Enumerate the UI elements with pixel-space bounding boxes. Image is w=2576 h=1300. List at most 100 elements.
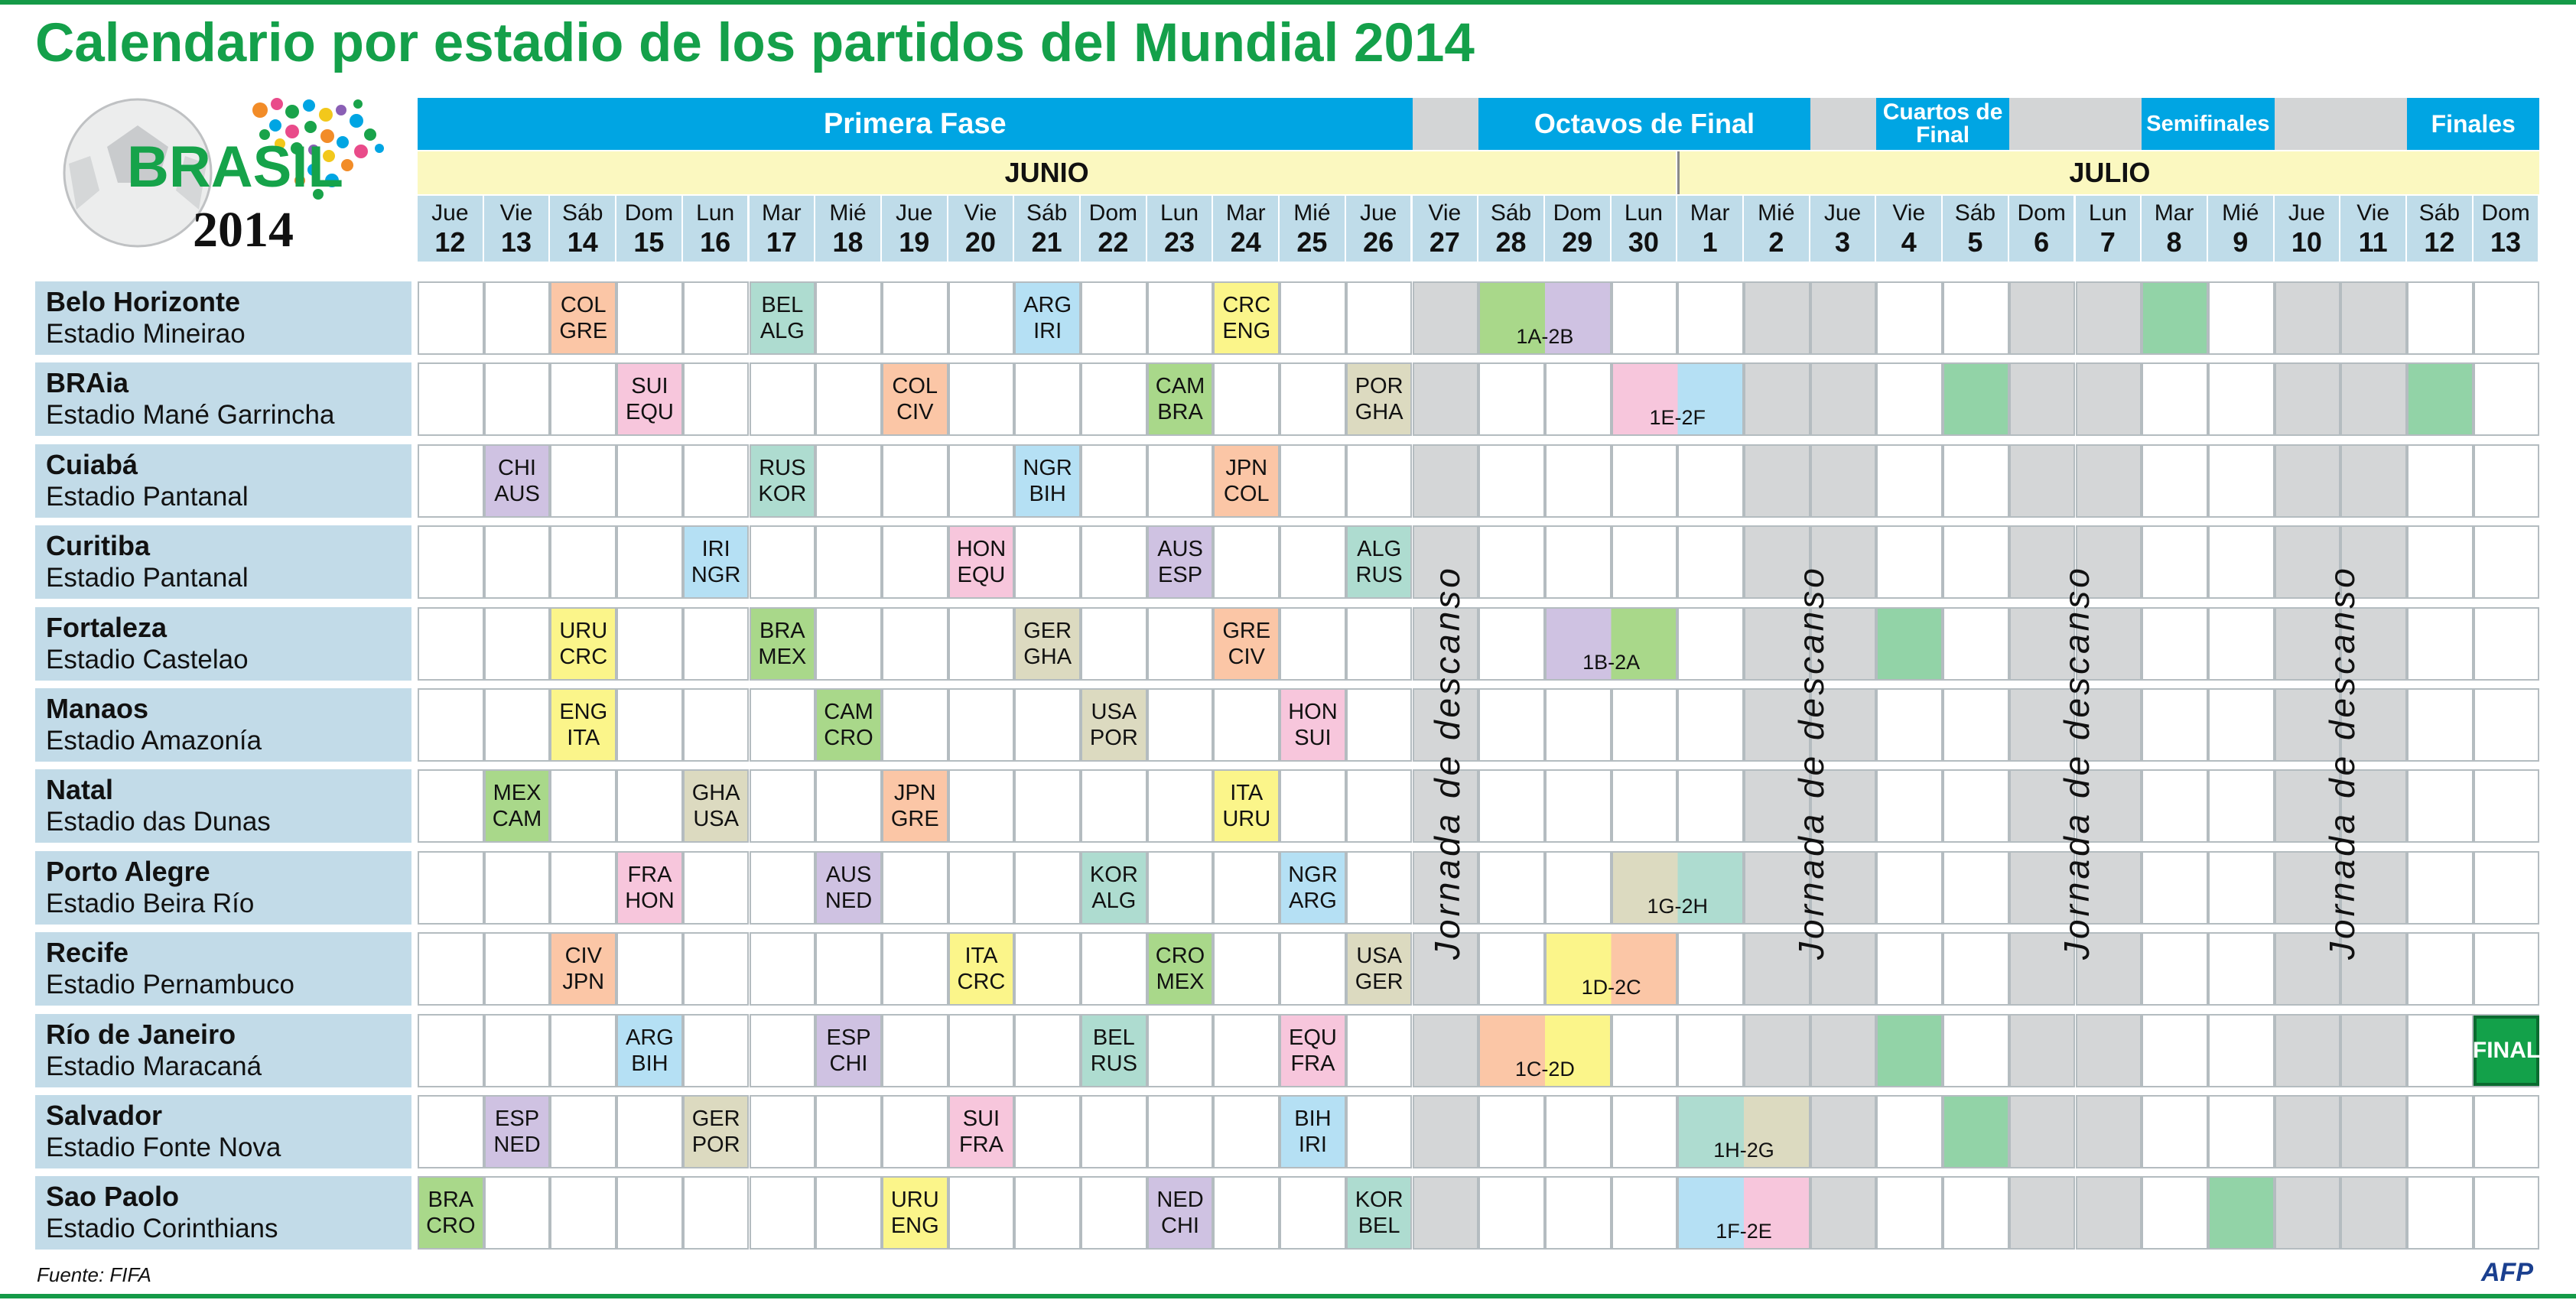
day-name: Mar (2154, 200, 2194, 226)
day-number: 10 (2291, 226, 2322, 258)
day-cell (2407, 769, 2474, 843)
day-cell (483, 1176, 551, 1250)
day-cell (483, 932, 551, 1006)
day-cell (1810, 606, 1877, 681)
day-header: Sáb 5 (1943, 196, 2009, 262)
day-cell (1810, 1013, 1877, 1087)
confetti-map-icon (252, 98, 384, 200)
match-cell: ALG RUS (1345, 525, 1413, 600)
team-code: MEX (1156, 970, 1205, 995)
team-code: FRA (627, 862, 672, 887)
match-cell: IRI NGR (682, 525, 750, 600)
day-cell (1544, 525, 1612, 600)
day-cell (550, 444, 617, 518)
day-cell (2473, 1095, 2540, 1168)
venue-label: Cuiabá Estadio Pantanal (35, 444, 411, 518)
day-cell (1280, 932, 1346, 1006)
day-cell (1478, 362, 1545, 437)
day-cell (1677, 688, 1744, 762)
day-cell (550, 1176, 617, 1250)
day-cell (550, 1095, 617, 1168)
day-cell (1544, 688, 1612, 762)
venue-label: Recife Estadio Pernambuco (35, 932, 411, 1006)
day-name: Mié (829, 200, 867, 226)
team-code: HON (625, 888, 675, 913)
day-cell (2142, 1095, 2208, 1168)
match-cell: ARG IRI (1014, 281, 1081, 355)
team-code: MEX (493, 781, 542, 806)
match-cell: CAM BRA (1147, 362, 1214, 437)
day-cell (1876, 281, 1943, 355)
day-cell (815, 606, 882, 681)
team-code: SUI (1294, 726, 1332, 750)
round16-slot: 1B-2A (1544, 606, 1678, 681)
day-cell (2407, 688, 2474, 762)
day-cell (2340, 932, 2407, 1006)
team-code: RUS (759, 455, 806, 480)
match-cell: CIV JPN (550, 932, 617, 1006)
round16-slot: 1E-2F (1611, 362, 1744, 437)
team-code: CAM (492, 807, 542, 832)
day-cell (2008, 444, 2076, 518)
day-cell (483, 1013, 551, 1087)
day-header: Jue 10 (2274, 196, 2341, 262)
day-cell (749, 1095, 816, 1168)
match-cell: CAM CRO (815, 688, 882, 762)
day-number: 24 (1230, 226, 1261, 258)
day-cell (2008, 688, 2076, 762)
day-cell (418, 281, 484, 355)
bottom-green-rule (0, 1294, 2576, 1298)
day-cell (1611, 688, 1678, 762)
day-cell (1876, 1176, 1943, 1250)
day-number: 9 (2233, 226, 2249, 258)
day-cell (2142, 932, 2208, 1006)
day-cell (2340, 1176, 2407, 1250)
team-code: URU (890, 1188, 939, 1213)
day-cell (815, 281, 882, 355)
day-cell (1876, 362, 1943, 437)
match-cell: GER GHA (1014, 606, 1081, 681)
day-cell (616, 444, 683, 518)
team-code: FRA (958, 1133, 1003, 1157)
day-cell (2473, 850, 2540, 925)
day-cell (418, 362, 484, 437)
day-cell (948, 688, 1015, 762)
team-code: BEL (1358, 1214, 1400, 1239)
day-cell (1810, 1176, 1877, 1250)
day-cell (1810, 281, 1877, 355)
day-number: 30 (1628, 226, 1659, 258)
day-number: 15 (633, 226, 665, 258)
page-title: Calendario por estadio de los partidos d… (35, 13, 1475, 73)
rest-day-label: Jornada de descanso (2321, 565, 2362, 960)
day-cell (1544, 1176, 1612, 1250)
day-cell (616, 932, 683, 1006)
day-cell (1677, 444, 1744, 518)
team-code: GHA (1023, 644, 1072, 669)
month-header: JULIO (1677, 151, 2540, 194)
day-name: Vie (1428, 200, 1462, 226)
team-code: CIV (564, 944, 602, 969)
phase-header: Semifinales (2142, 98, 2275, 150)
day-cell (483, 281, 551, 355)
day-cell (2407, 281, 2474, 355)
team-code: CRO (426, 1214, 476, 1239)
day-cell (682, 850, 750, 925)
day-cell (1744, 606, 1810, 681)
day-number: 18 (832, 226, 864, 258)
day-header: Dom 13 (2473, 196, 2540, 262)
team-code: CAM (824, 700, 873, 724)
match-cell: JPN GRE (881, 769, 948, 843)
day-cell (1943, 769, 2009, 843)
day-name: Dom (624, 200, 674, 226)
day-cell (2340, 444, 2407, 518)
team-code: ITA (1230, 781, 1264, 806)
day-cell (1213, 1176, 1280, 1250)
day-cell (1744, 525, 1810, 600)
day-cell (1412, 1013, 1479, 1087)
venue-label: Río de Janeiro Estadio Maracaná (35, 1013, 411, 1087)
match-cell: CRC ENG (1213, 281, 1280, 355)
day-header: Vie 20 (948, 196, 1015, 262)
team-code: POR (1355, 374, 1403, 399)
team-code: GRE (559, 319, 608, 343)
team-code: ALG (1091, 888, 1137, 913)
